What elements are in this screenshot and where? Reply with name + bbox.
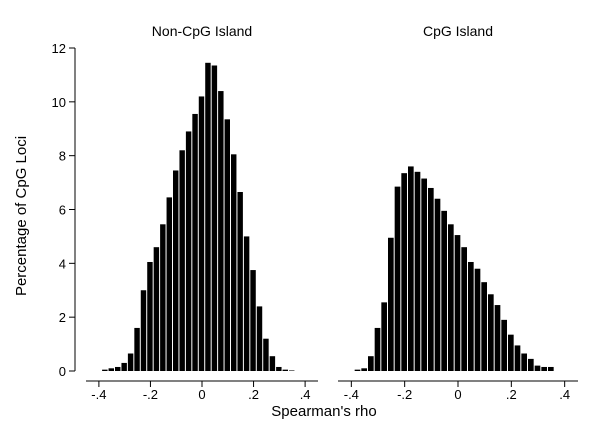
histogram-bar (521, 353, 527, 371)
y-axis: 0 2 4 6 8 10 12 (52, 41, 76, 379)
x-tick-label: -.4 (91, 387, 106, 402)
histogram-bar (434, 198, 441, 371)
x-tick-label: .4 (300, 387, 311, 402)
histogram-bar (166, 197, 172, 371)
x-tick-label: 0 (198, 387, 205, 402)
histogram-bar (134, 327, 140, 371)
histogram-bar (224, 119, 230, 372)
histogram-bar (231, 154, 237, 371)
histogram-bar (421, 178, 427, 371)
histogram-bar (108, 368, 114, 371)
histogram-bar (528, 358, 534, 371)
histogram-bar (374, 327, 381, 371)
histogram-panels: Non-CpG Island -.4 -.2 0 .2 .4 CpG Island -.4 -.… (86, 23, 578, 402)
histogram-bar (541, 366, 547, 371)
y-tick-label: 2 (59, 310, 66, 325)
histogram-bar (263, 338, 269, 371)
y-tick-label: 8 (59, 149, 66, 164)
y-tick-label: 0 (59, 364, 66, 379)
histogram-bar (179, 150, 185, 371)
histogram-bar (354, 369, 361, 371)
histogram-bar (289, 370, 295, 371)
histogram-bar (368, 356, 374, 371)
histogram-bar (237, 192, 243, 371)
histogram-bar (548, 366, 554, 371)
histogram-bar (173, 170, 179, 371)
histogram-bar (192, 113, 198, 371)
x-tick-label: 0 (454, 387, 461, 402)
histogram-bar (401, 173, 407, 371)
y-tick-label: 10 (52, 95, 66, 110)
histogram-bar (508, 334, 514, 371)
x-tick-label: .4 (559, 387, 570, 402)
histogram-bar (468, 261, 474, 371)
histogram-bar (102, 369, 108, 371)
y-axis-label: Percentage of CpG Loci (13, 136, 30, 296)
histogram-bar (408, 166, 414, 371)
x-axis-label: Spearman's rho (271, 403, 376, 420)
histogram-bar (514, 345, 521, 371)
panel-2: CpG Island -.4 -.2 0 .2 .4 (338, 23, 578, 402)
histogram-bar (115, 366, 121, 371)
histogram-bar (185, 131, 192, 371)
x-tick-label: -.2 (143, 387, 158, 402)
histogram-bar (198, 96, 205, 371)
histogram-bar (140, 290, 147, 371)
histogram-bar (205, 62, 211, 371)
histogram-bar (428, 187, 434, 371)
histogram-bar (276, 366, 282, 371)
histogram-bar (218, 91, 224, 372)
histogram-bar (243, 236, 250, 371)
histogram-bar (160, 224, 166, 371)
histogram-bar (481, 282, 487, 371)
histogram-bar (127, 353, 134, 371)
histogram-bar (250, 270, 256, 371)
histogram-bar (461, 247, 467, 371)
histogram-bar (494, 305, 501, 371)
y-tick-label: 6 (59, 203, 66, 218)
histogram-bar (488, 294, 494, 371)
y-tick-label: 12 (52, 41, 66, 56)
panel-1: Non-CpG Island -.4 -.2 0 .2 .4 (86, 23, 318, 402)
histogram-bar (448, 224, 454, 371)
histogram-bar (388, 237, 394, 371)
histogram-bar (256, 306, 263, 371)
histogram-bar (269, 356, 276, 371)
panel-title: Non-CpG Island (152, 23, 252, 39)
histogram-bar (147, 261, 153, 371)
histogram-bar (153, 247, 160, 371)
histogram-bar (361, 368, 367, 371)
histogram-bar (211, 65, 218, 371)
x-tick-label: -.2 (397, 387, 412, 402)
histogram-bar (121, 362, 127, 371)
histogram-bar (282, 369, 288, 371)
x-tick-label: .2 (506, 387, 517, 402)
histogram-bar (394, 186, 401, 371)
histogram-bar (414, 171, 421, 371)
histogram-bar (381, 302, 387, 371)
y-tick-label: 4 (59, 256, 66, 271)
panel-title: CpG Island (423, 23, 493, 39)
x-tick-label: .2 (248, 387, 259, 402)
histogram-bar (454, 235, 461, 371)
histogram-bar (501, 319, 507, 371)
x-tick-label: -.4 (344, 387, 359, 402)
histogram-bar (474, 268, 481, 371)
histogram-bar (534, 365, 541, 371)
histogram-bar (441, 210, 447, 371)
